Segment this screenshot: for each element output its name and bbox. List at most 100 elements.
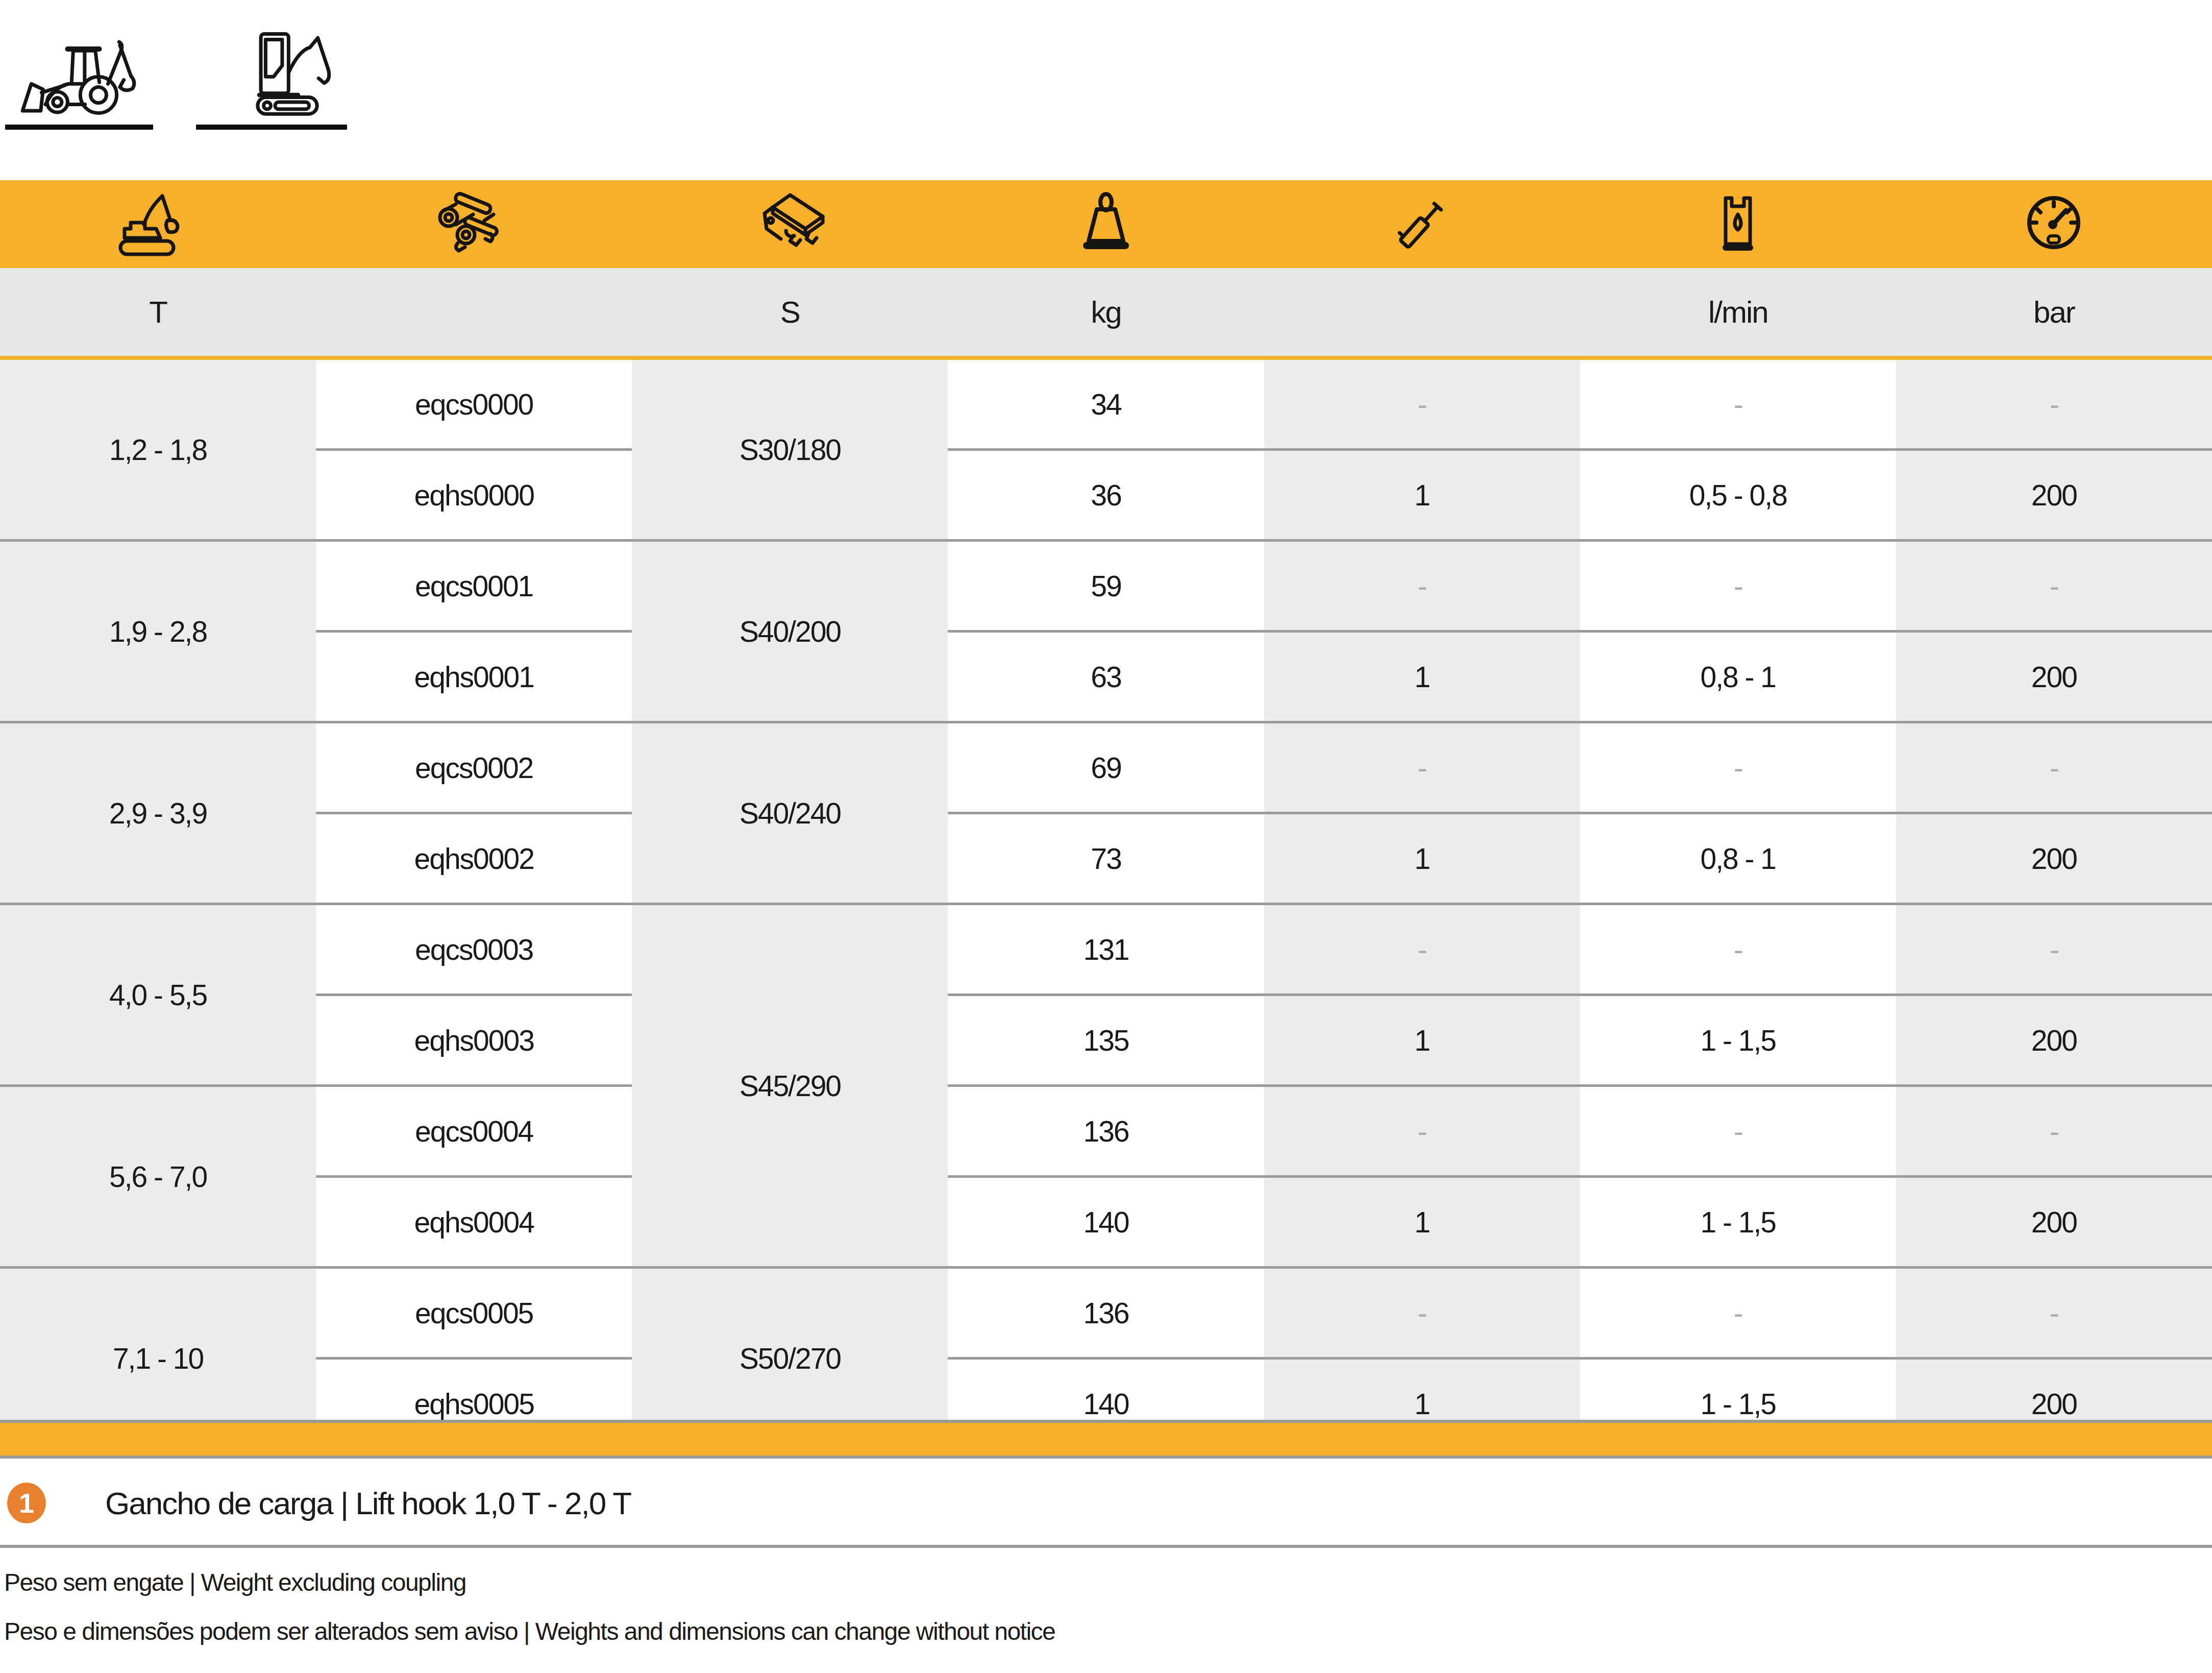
flow-cell: - <box>1580 1086 1896 1177</box>
disclaimer-note: Peso e dimensões podem ser alterados sem… <box>4 1617 1055 1645</box>
unit-coupler <box>316 268 632 358</box>
kg-cell: 136 <box>948 1268 1264 1359</box>
s-size-cell: S45/290 <box>632 904 948 1268</box>
kg-cell: 69 <box>948 722 1264 813</box>
lift-hook-note-text: Gancho de carga | Lift hook 1,0 T - 2,0 … <box>105 1485 631 1521</box>
icon-header-row <box>0 180 2212 268</box>
tab-underline <box>5 125 153 130</box>
table-row: 5,6 - 7,0 eqcs0004 136 - - - <box>0 1086 2212 1177</box>
flow-cell: 1 - 1,5 <box>1580 995 1896 1086</box>
table-row: 7,1 - 10 eqcs0005 S50/270 136 - - - <box>0 1268 2212 1359</box>
note-1-badge: 1 <box>7 1483 46 1523</box>
quick-coupler-icon <box>433 191 515 257</box>
weight-note: Peso sem engate | Weight excluding coupl… <box>4 1568 466 1596</box>
pressure-cell: 200 <box>1896 1177 2212 1268</box>
quick-coupler-icon-cell <box>316 180 632 268</box>
unit-tonnage: T <box>0 268 316 358</box>
pressure-gauge-icon <box>2013 191 2095 257</box>
hydraulic-cylinder-icon <box>1381 191 1463 257</box>
kg-cell: 140 <box>948 1177 1264 1268</box>
table-row: 2,9 - 3,9 eqcs0002 S40/240 69 - - - <box>0 722 2212 813</box>
machine-tabs <box>5 25 347 130</box>
unit-cylinders <box>1264 268 1580 358</box>
code-cell: eqcs0001 <box>316 541 632 632</box>
datasheet-page: T S kg l/min bar 1,2 - 1,8 eqcs0000 S30/… <box>0 0 2212 1673</box>
table-row: eqhs0002 73 1 0,8 - 1 200 <box>0 813 2212 904</box>
pressure-cell: 200 <box>1896 995 2212 1086</box>
pressure-gauge-icon-cell <box>1896 180 2212 268</box>
flow-cell: - <box>1580 1268 1896 1359</box>
weight-icon-cell <box>948 180 1264 268</box>
bottom-accent-bar <box>0 1420 2212 1459</box>
s-size-cell: S40/200 <box>632 541 948 722</box>
s-size-cell: S30/180 <box>632 358 948 541</box>
code-cell: eqcs0003 <box>316 904 632 995</box>
mini-excavator-icon <box>196 25 347 119</box>
pressure-cell: - <box>1896 358 2212 450</box>
kg-cell: 135 <box>948 995 1264 1086</box>
cylinders-cell: - <box>1264 904 1580 995</box>
table-row: 4,0 - 5,5 eqcs0003 S45/290 131 - - - <box>0 904 2212 995</box>
kg-cell: 63 <box>948 632 1264 722</box>
machine-tab-backhoe-loader <box>5 25 153 130</box>
flow-cell: - <box>1580 904 1896 995</box>
tonnage-cell: 1,2 - 1,8 <box>0 358 316 541</box>
cylinders-cell: 1 <box>1264 995 1580 1086</box>
kg-cell: 131 <box>948 904 1264 995</box>
code-cell: eqcs0005 <box>316 1268 632 1359</box>
unit-s-size: S <box>632 268 948 358</box>
code-cell: eqhs0001 <box>316 632 632 722</box>
footer-divider <box>0 1545 2212 1548</box>
kg-cell: 34 <box>948 358 1264 450</box>
kg-cell: 36 <box>948 450 1264 541</box>
kg-cell: 73 <box>948 813 1264 904</box>
unit-flow: l/min <box>1580 268 1896 358</box>
cylinders-cell: 1 <box>1264 450 1580 541</box>
code-cell: eqhs0004 <box>316 1177 632 1268</box>
pressure-cell: - <box>1896 1268 2212 1359</box>
table-row: eqhs0004 140 1 1 - 1,5 200 <box>0 1177 2212 1268</box>
unit-header-row: T S kg l/min bar <box>0 268 2212 358</box>
flow-cell: - <box>1580 541 1896 632</box>
table-row: eqhs0000 36 1 0,5 - 0,8 200 <box>0 450 2212 541</box>
cylinders-cell: 1 <box>1264 813 1580 904</box>
pressure-cell: - <box>1896 904 2212 995</box>
kg-cell: 59 <box>948 541 1264 632</box>
cylinders-cell: 1 <box>1264 1177 1580 1268</box>
tonnage-cell: 5,6 - 7,0 <box>0 1086 316 1268</box>
kg-cell: 136 <box>948 1086 1264 1177</box>
hydraulic-cylinder-icon-cell <box>1264 180 1580 268</box>
excavator-icon <box>117 191 199 257</box>
cylinders-cell: - <box>1264 541 1580 632</box>
code-cell: eqhs0003 <box>316 995 632 1086</box>
pressure-cell: - <box>1896 1086 2212 1177</box>
code-cell: eqcs0002 <box>316 722 632 813</box>
table-row: eqhs0001 63 1 0,8 - 1 200 <box>0 632 2212 722</box>
tonnage-cell: 4,0 - 5,5 <box>0 904 316 1086</box>
unit-pressure: bar <box>1896 268 2212 358</box>
adapter-plate-icon <box>749 191 831 257</box>
cylinders-cell: - <box>1264 722 1580 813</box>
flow-cell: - <box>1580 358 1896 450</box>
code-cell: eqcs0000 <box>316 358 632 450</box>
pressure-cell: - <box>1896 541 2212 632</box>
flow-cell: 0,5 - 0,8 <box>1580 450 1896 541</box>
pressure-cell: 200 <box>1896 450 2212 541</box>
code-cell: eqhs0002 <box>316 813 632 904</box>
cylinders-cell: 1 <box>1264 632 1580 722</box>
oil-flow-icon-cell <box>1580 180 1896 268</box>
pressure-cell: 200 <box>1896 813 2212 904</box>
table-row: eqhs0003 135 1 1 - 1,5 200 <box>0 995 2212 1086</box>
cylinders-cell: - <box>1264 358 1580 450</box>
tonnage-cell: 2,9 - 3,9 <box>0 722 316 904</box>
unit-kg: kg <box>948 268 1264 358</box>
table-row: 1,9 - 2,8 eqcs0001 S40/200 59 - - - <box>0 541 2212 632</box>
cylinders-cell: - <box>1264 1268 1580 1359</box>
pressure-cell: 200 <box>1896 632 2212 722</box>
s-size-cell: S40/240 <box>632 722 948 904</box>
backhoe-loader-icon <box>5 25 153 119</box>
code-cell: eqhs0000 <box>316 450 632 541</box>
excavator-icon-cell <box>0 180 316 268</box>
adapter-plate-icon-cell <box>632 180 948 268</box>
flow-cell: 0,8 - 1 <box>1580 632 1896 722</box>
